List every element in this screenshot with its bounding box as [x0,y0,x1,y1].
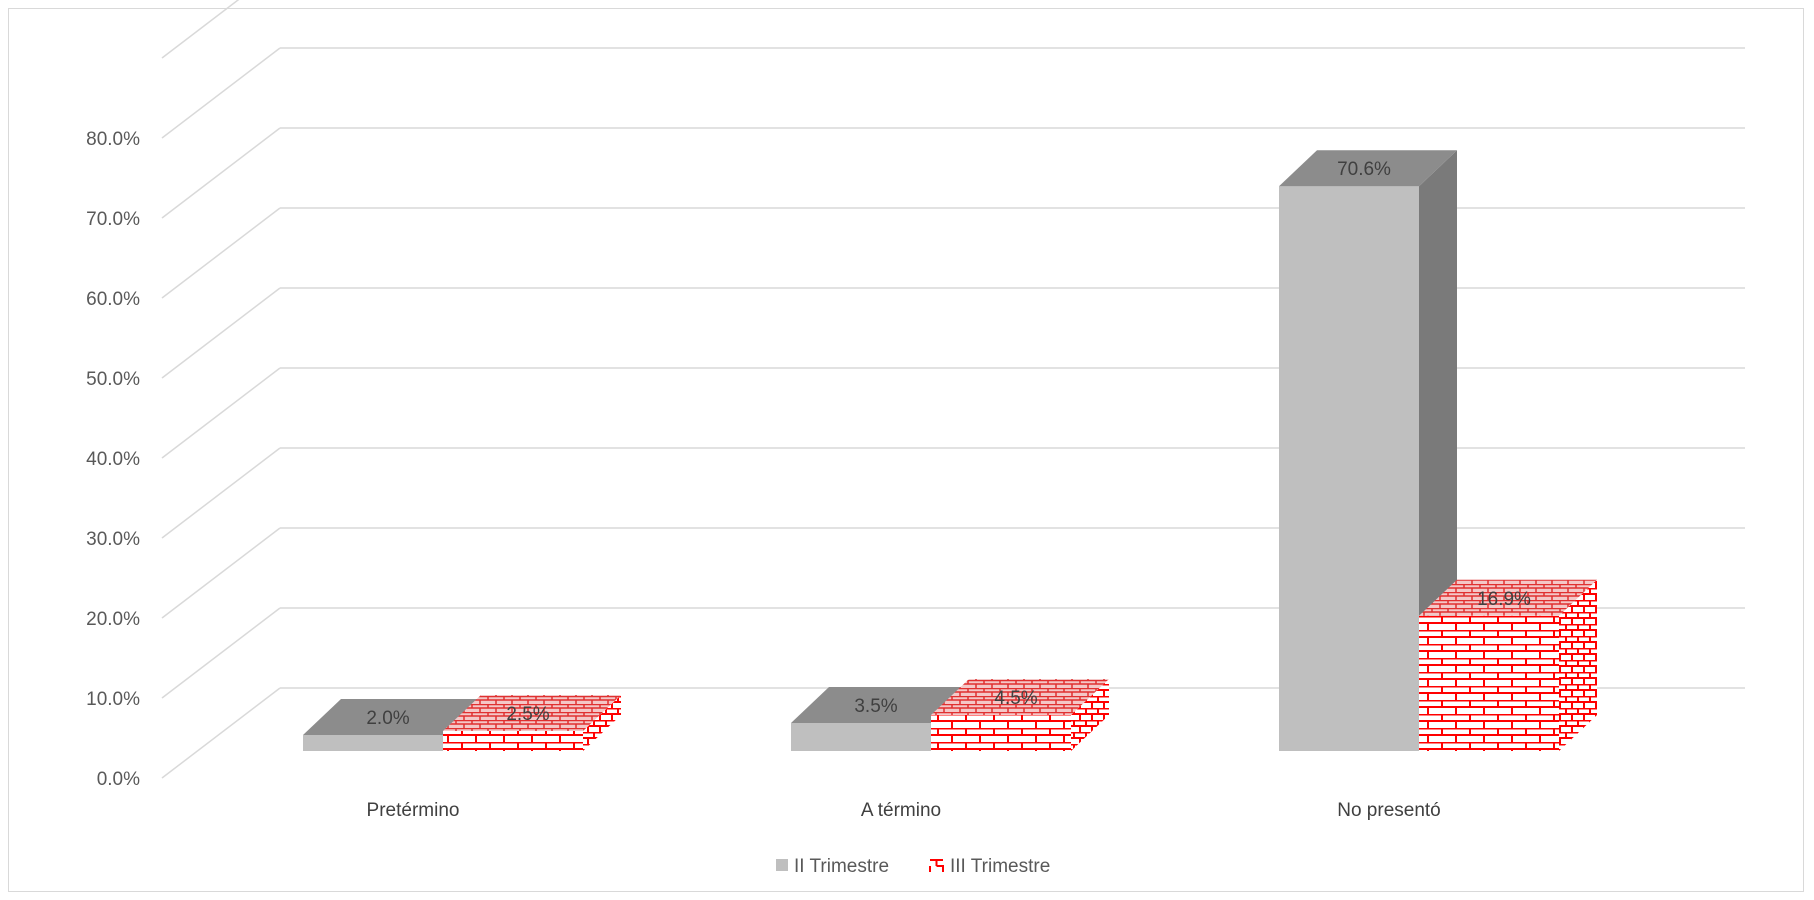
legend-label-iii-trimestre: III Trimestre [950,856,1050,877]
gridline-side [161,127,281,219]
gridline-side [161,607,281,699]
bar-top [1279,150,1457,187]
y-tick-label: 50.0% [86,369,140,390]
gridlines [161,0,1745,779]
legend-label-ii-trimestre: II Trimestre [794,856,889,877]
data-label: 4.5% [994,688,1037,709]
y-tick-label: 10.0% [86,689,140,710]
gridline-side [161,687,281,779]
gridline-side [161,47,281,139]
data-labels: 2.0% 2.5% 3.5% 4.5% 70.6% 16.9% [366,159,1531,729]
legend-swatch-iii-trimestre [929,859,944,872]
x-tick-label: Pretérmino [367,800,460,821]
data-label: 70.6% [1337,159,1391,180]
gridline-side [161,0,240,59]
bar-side [1559,579,1597,751]
bar [931,715,1071,751]
data-label: 2.5% [506,704,549,725]
gridline-side [161,367,281,459]
y-tick-label: 70.0% [86,209,140,230]
gridline-side [161,447,281,539]
gridline-side [161,287,281,379]
x-tick-label: No presentó [1337,800,1441,821]
bars [303,150,1597,751]
x-axis: Pretérmino A término No presentó [367,800,1441,821]
y-axis: 0.0% 10.0% 20.0% 30.0% 40.0% 50.0% 60.0% 70.0% 8… [86,129,140,790]
y-tick-label: 20.0% [86,609,140,630]
data-label: 16.9% [1477,589,1531,610]
y-tick-label: 0.0% [97,769,140,790]
gridline-side [161,527,281,619]
bar [1279,186,1419,751]
y-tick-label: 40.0% [86,449,140,470]
bar-top [931,679,1109,715]
x-tick-label: A término [861,800,941,821]
data-label: 2.0% [366,708,409,729]
bar-side [583,695,621,751]
bar-top [443,695,621,731]
bar [443,731,583,751]
legend-swatch-ii-trimestre [776,859,788,871]
y-tick-label: 60.0% [86,289,140,310]
legend: II Trimestre III Trimestre [776,856,1050,877]
bar [303,735,443,751]
bar-side [1071,679,1109,751]
y-tick-label: 80.0% [86,129,140,150]
bar-top [791,687,969,723]
bar-top [303,699,481,735]
bar [791,723,931,751]
bar [1419,615,1559,751]
gridline-side [161,207,281,299]
data-label: 3.5% [854,696,897,717]
y-tick-label: 30.0% [86,529,140,550]
bar-top [1419,579,1597,616]
